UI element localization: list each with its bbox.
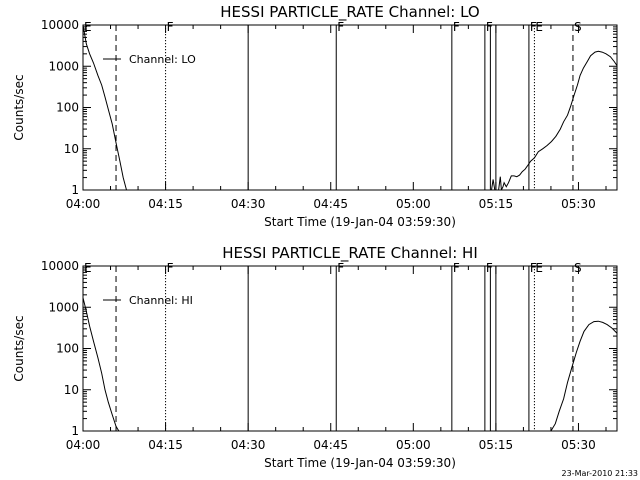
series-line-hi	[550, 320, 617, 431]
x-tick-label-hi: 04:30	[231, 438, 266, 452]
event-label-lo: E	[535, 20, 543, 34]
x-tick-label-hi: 05:30	[561, 438, 596, 452]
event-label-hi: F	[453, 261, 460, 275]
y-tick-label-lo: 1	[71, 183, 79, 197]
timestamp-stamp: 23-Mar-2010 21:33	[562, 469, 639, 478]
legend-label-lo: Channel: LO	[129, 53, 196, 66]
event-label-hi: F	[486, 261, 493, 275]
x-axis-label-lo: Start Time (19-Jan-04 03:59:30)	[264, 215, 456, 229]
x-tick-label-lo: 05:00	[396, 197, 431, 211]
chart-title-hi: HESSI PARTICLE_RATE Channel: HI	[222, 244, 478, 263]
series-line-lo	[83, 25, 127, 190]
x-tick-label-lo: 05:30	[561, 197, 596, 211]
event-label-edge-hi: E	[84, 261, 92, 275]
x-tick-label-hi: 04:45	[313, 438, 348, 452]
x-tick-label-lo: 04:30	[231, 197, 266, 211]
x-tick-label-lo: 05:15	[479, 197, 514, 211]
y-tick-label-lo: 100	[56, 101, 79, 115]
event-label-edge-lo: E	[84, 20, 92, 34]
y-tick-label-hi: 10000	[41, 259, 79, 273]
series-line-hi	[83, 297, 120, 431]
panel-lo: HESSI PARTICLE_RATE Channel: LO Counts/se…	[12, 3, 618, 229]
legend-hi: Channel: HI	[103, 294, 193, 307]
event-label-lo: F	[530, 20, 537, 34]
event-label-lo: F	[167, 20, 174, 34]
x-tick-label-hi: 05:15	[479, 438, 514, 452]
y-axis-label-lo: Counts/sec	[12, 74, 26, 140]
y-tick-label-hi: 1	[71, 424, 79, 438]
x-tick-label-hi: 05:00	[396, 438, 431, 452]
x-tick-label-lo: 04:15	[148, 197, 183, 211]
y-tick-label-hi: 100	[56, 342, 79, 356]
y-tick-label-lo: 1000	[48, 59, 79, 73]
x-axis-label-hi: Start Time (19-Jan-04 03:59:30)	[264, 456, 456, 470]
chart-title-lo: HESSI PARTICLE_RATE Channel: LO	[220, 3, 479, 22]
event-label-lo: S	[574, 20, 582, 34]
x-tick-label-hi: 04:15	[148, 438, 183, 452]
legend-lo: Channel: LO	[103, 53, 196, 66]
event-label-lo: F	[453, 20, 460, 34]
y-tick-label-hi: 1000	[48, 300, 79, 314]
y-axis-label-hi: Counts/sec	[12, 315, 26, 381]
x-tick-label-lo: 04:45	[313, 197, 348, 211]
event-label-lo: F	[337, 20, 344, 34]
event-label-hi: F	[167, 261, 174, 275]
y-tick-label-hi: 10	[64, 383, 79, 397]
event-label-hi: S	[574, 261, 582, 275]
x-tick-label-hi: 04:00	[66, 438, 101, 452]
event-label-hi: F	[530, 261, 537, 275]
event-label-hi: F	[337, 261, 344, 275]
panel-hi: HESSI PARTICLE_RATE Channel: HI Counts/se…	[12, 244, 618, 470]
event-label-hi: E	[535, 261, 543, 275]
legend-label-hi: Channel: HI	[129, 294, 193, 307]
event-label-lo: F	[486, 20, 493, 34]
series-line-lo	[491, 50, 617, 190]
x-tick-label-lo: 04:00	[66, 197, 101, 211]
y-tick-label-lo: 10000	[41, 18, 79, 32]
y-tick-label-lo: 10	[64, 142, 79, 156]
